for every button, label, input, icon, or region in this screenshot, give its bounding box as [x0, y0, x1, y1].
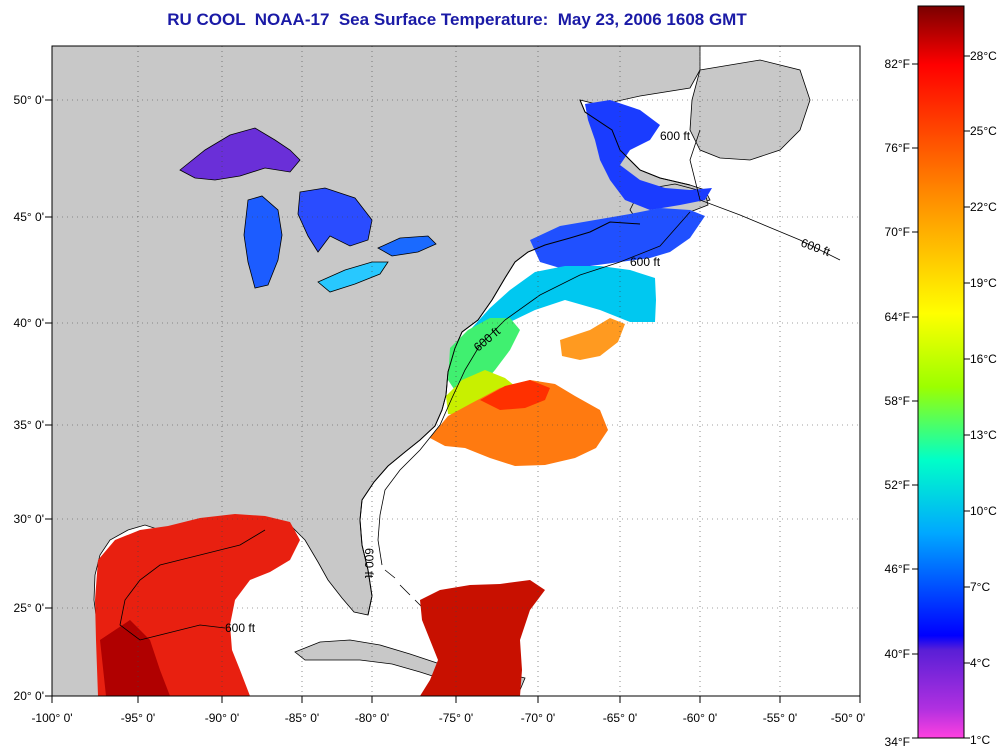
- bahamas-land: [384, 569, 441, 626]
- lat-label: 30° 0': [14, 512, 44, 526]
- celsius-label: 4°C: [970, 656, 990, 670]
- contour-label-6: 600 ft: [660, 129, 691, 143]
- fahrenheit-label: 82°F: [885, 57, 910, 71]
- lat-label: 25° 0': [14, 601, 44, 615]
- lake-huron: [297, 187, 373, 253]
- celsius-label: 25°C: [970, 124, 997, 138]
- lake-ontario: [377, 235, 437, 257]
- lon-label: -60° 0': [683, 711, 717, 725]
- sst-gulf-of-mexico-dark: [100, 620, 170, 696]
- celsius-label: 7°C: [970, 580, 990, 594]
- sst-shelf-green: [448, 318, 520, 398]
- graticule: [52, 46, 860, 696]
- celsius-label: 13°C: [970, 428, 997, 442]
- lon-label: -95° 0': [121, 711, 155, 725]
- map-content: [52, 46, 841, 696]
- celsius-label: 19°C: [970, 276, 997, 290]
- fahrenheit-label: 76°F: [885, 141, 910, 155]
- sst-gulf-stream-red: [480, 380, 550, 410]
- lon-label: -90° 0': [205, 711, 239, 725]
- lat-label: 45° 0': [14, 210, 44, 224]
- contour-label-2: 600 ft: [362, 548, 376, 579]
- lake-erie: [317, 261, 389, 293]
- sst-scattered-cloud-orange: [560, 318, 625, 360]
- lon-label: -85° 0': [285, 711, 319, 725]
- lon-label: -75° 0': [439, 711, 473, 725]
- lon-label: -80° 0': [355, 711, 389, 725]
- sst-gulf-stream: [430, 380, 608, 466]
- contour-label-4: 600 ft: [630, 255, 661, 269]
- colorbar-ticks: [912, 55, 970, 739]
- map-title: RU COOL NOAA-17 Sea Surface Temperature:…: [167, 10, 747, 29]
- east-coast-line: [359, 99, 691, 616]
- sst-caribbean: [420, 580, 545, 696]
- sst-gulf-of-maine: [530, 208, 705, 268]
- newfoundland-land: [689, 59, 811, 161]
- lon-label: -100° 0': [31, 711, 72, 725]
- sst-mid-atlantic-shelf: [470, 266, 656, 336]
- contour-label-3: 600 ft: [225, 621, 256, 635]
- fahrenheit-label: 40°F: [885, 647, 910, 661]
- lon-label: -70° 0': [521, 711, 555, 725]
- tick-marks: [45, 99, 861, 703]
- celsius-label: 1°C: [970, 733, 990, 747]
- fahrenheit-label: 64°F: [885, 310, 910, 324]
- latitude-labels: 50° 0' 45° 0' 40° 0' 35° 0' 30° 0' 25° 0…: [14, 93, 44, 703]
- fahrenheit-label: 58°F: [885, 394, 910, 408]
- lon-label: -55° 0': [763, 711, 797, 725]
- shelf-break-contour: [119, 129, 841, 641]
- lake-superior: [179, 127, 301, 181]
- fahrenheit-label: 46°F: [885, 562, 910, 576]
- colorbar-fahrenheit-labels: 82°F 76°F 70°F 64°F 58°F 52°F 46°F 40°F …: [885, 57, 910, 749]
- lon-label: -65° 0': [603, 711, 637, 725]
- lat-label: 20° 0': [14, 689, 44, 703]
- sst-gulf-st-lawrence: [585, 100, 712, 210]
- colorbar-celsius-labels: 28°C 25°C 22°C 19°C 16°C 13°C 10°C 7°C 4…: [970, 49, 997, 747]
- lat-label: 50° 0': [14, 93, 44, 107]
- longitude-labels: -100° 0' -95° 0' -90° 0' -85° 0' -80° 0'…: [31, 711, 865, 725]
- lat-label: 35° 0': [14, 418, 44, 432]
- lat-label: 40° 0': [14, 316, 44, 330]
- lon-label: -50° 0': [831, 711, 865, 725]
- fahrenheit-label: 52°F: [885, 478, 910, 492]
- celsius-label: 10°C: [970, 504, 997, 518]
- lake-michigan: [243, 195, 283, 289]
- colorbar: [917, 5, 965, 739]
- fahrenheit-label: 34°F: [885, 735, 910, 749]
- celsius-label: 22°C: [970, 200, 997, 214]
- fahrenheit-label: 70°F: [885, 225, 910, 239]
- celsius-label: 28°C: [970, 49, 997, 63]
- celsius-label: 16°C: [970, 352, 997, 366]
